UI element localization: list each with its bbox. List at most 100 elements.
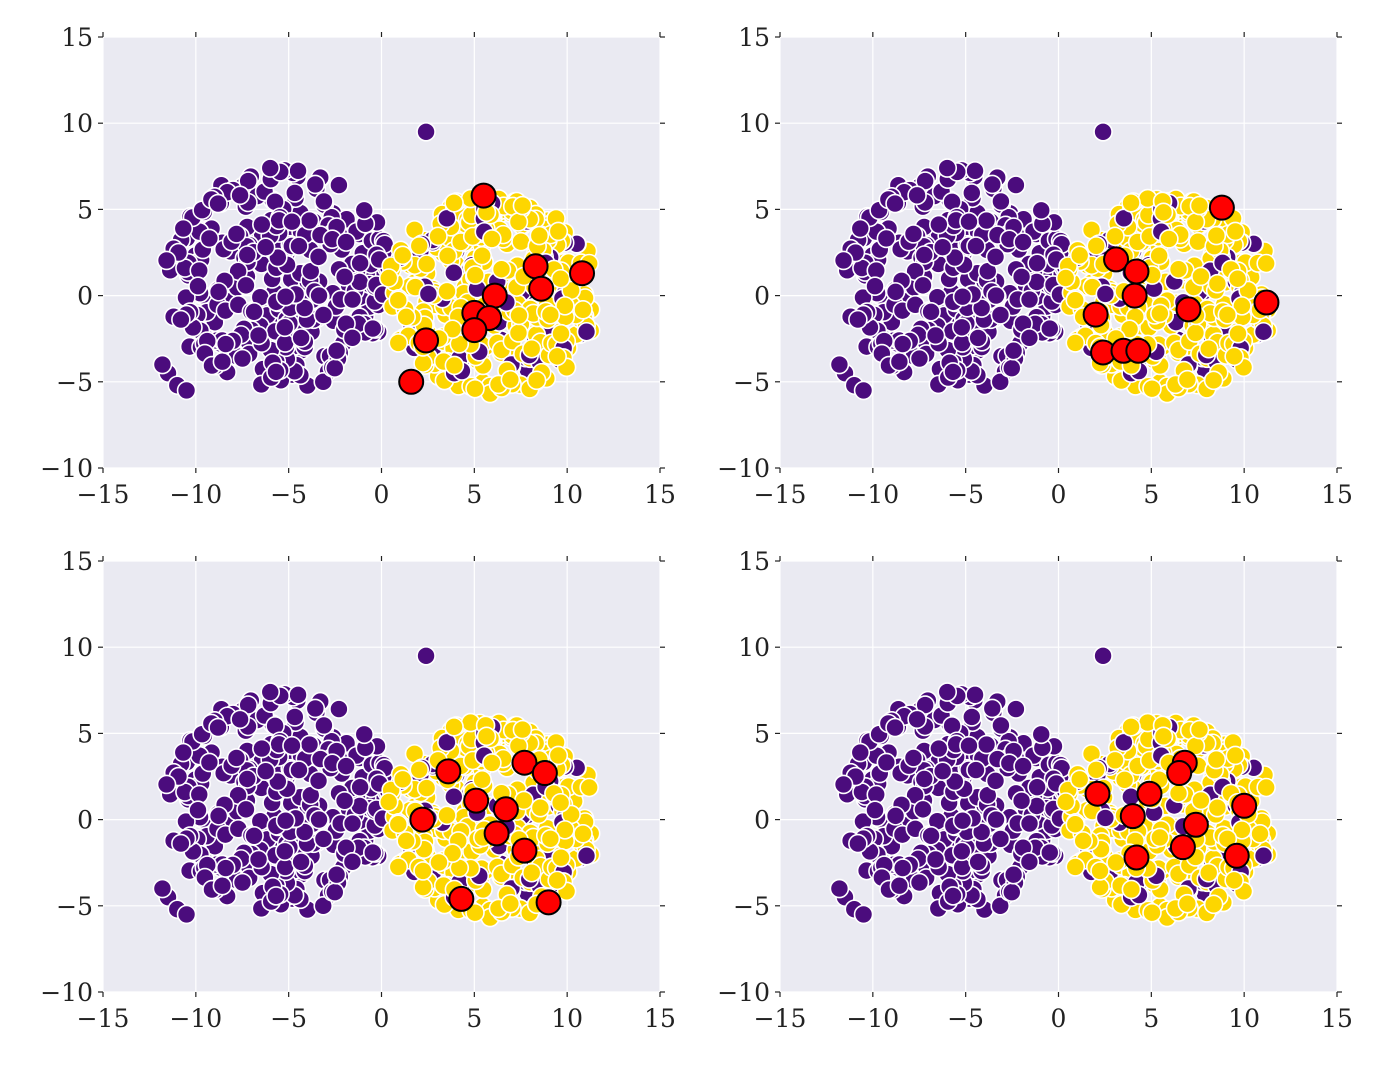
point-class-1 xyxy=(1065,333,1086,353)
point-class-0 xyxy=(291,328,311,348)
point-class-0 xyxy=(986,285,1006,306)
point-selected xyxy=(492,796,519,823)
point-class-0 xyxy=(285,707,305,727)
point-class-0 xyxy=(248,849,269,870)
point-class-0 xyxy=(291,852,311,872)
point-class-1 xyxy=(491,259,512,280)
point-class-0 xyxy=(326,340,347,361)
point-class-0 xyxy=(237,769,258,789)
point-selected xyxy=(1175,296,1202,323)
point-class-1 xyxy=(378,792,399,812)
x-tick-label: 15 xyxy=(644,480,676,509)
y-tick-label: −10 xyxy=(717,454,770,483)
point-class-1 xyxy=(416,254,437,274)
point-class-0 xyxy=(342,852,363,872)
point-class-0 xyxy=(1253,321,1274,342)
point-class-0 xyxy=(952,810,973,831)
point-selected xyxy=(1103,246,1130,273)
point-class-0 xyxy=(913,799,933,820)
point-class-0 xyxy=(275,317,295,338)
point-class-1 xyxy=(388,290,409,311)
point-class-1 xyxy=(1225,745,1246,766)
point-class-0 xyxy=(236,275,256,296)
point-class-1 xyxy=(1232,820,1252,840)
points-layer xyxy=(152,122,601,404)
y-tick-label: 10 xyxy=(738,109,770,138)
point-class-0 xyxy=(285,183,305,203)
point-selected xyxy=(569,260,596,287)
point-class-1 xyxy=(444,717,464,737)
point-class-0 xyxy=(885,806,906,826)
point-selected xyxy=(1084,780,1111,807)
y-tick-label: 10 xyxy=(61,109,93,138)
point-selected xyxy=(398,368,425,395)
point-class-0 xyxy=(829,878,850,899)
point-class-1 xyxy=(512,719,533,740)
point-class-0 xyxy=(903,748,924,768)
point-selected xyxy=(511,837,538,864)
point-class-1 xyxy=(1191,790,1211,811)
point-class-1 xyxy=(1185,323,1206,343)
point-class-1 xyxy=(550,792,571,813)
point-class-0 xyxy=(952,286,973,307)
point-class-0 xyxy=(1001,882,1022,903)
point-class-1 xyxy=(1121,879,1142,900)
point-class-1 xyxy=(378,268,399,288)
point-class-1 xyxy=(555,296,575,316)
point-class-0 xyxy=(244,302,264,322)
point-class-1 xyxy=(1121,717,1141,737)
point-class-0 xyxy=(876,752,897,773)
point-class-0 xyxy=(937,158,958,178)
point-class-0 xyxy=(1039,318,1060,339)
point-class-0 xyxy=(275,810,296,831)
point-class-0 xyxy=(1093,122,1113,142)
point-class-0 xyxy=(966,236,986,256)
point-class-0 xyxy=(1001,358,1022,379)
point-class-1 xyxy=(540,305,561,325)
point-selected xyxy=(522,253,549,280)
point-class-1 xyxy=(1225,221,1246,242)
point-class-1 xyxy=(509,305,529,326)
point-class-0 xyxy=(171,309,191,330)
x-tick-label: 0 xyxy=(374,1004,390,1033)
point-class-0 xyxy=(892,334,913,354)
point-class-0 xyxy=(833,774,854,795)
point-class-1 xyxy=(1065,814,1086,835)
point-class-0 xyxy=(152,878,173,899)
point-class-0 xyxy=(921,826,941,846)
point-class-0 xyxy=(294,822,315,842)
point-class-0 xyxy=(848,833,868,854)
point-selected xyxy=(1223,842,1250,869)
point-class-1 xyxy=(512,195,533,216)
point-class-1 xyxy=(1203,370,1224,391)
point-class-0 xyxy=(212,351,233,372)
point-class-0 xyxy=(889,351,910,372)
x-tick-label: −5 xyxy=(947,1004,984,1033)
point-class-1 xyxy=(1119,319,1140,339)
point-class-0 xyxy=(275,841,295,862)
point-class-0 xyxy=(294,298,315,318)
point-class-0 xyxy=(968,328,988,348)
point-class-1 xyxy=(1224,346,1244,367)
point-class-0 xyxy=(248,325,269,346)
point-class-1 xyxy=(1207,273,1228,294)
y-tick-label: −5 xyxy=(733,368,770,397)
point-class-0 xyxy=(889,875,910,896)
point-class-0 xyxy=(342,328,363,348)
x-tick-label: 0 xyxy=(374,480,390,509)
point-class-0 xyxy=(309,285,329,306)
point-class-1 xyxy=(551,847,571,868)
point-class-1 xyxy=(1159,229,1179,249)
x-tick-label: −5 xyxy=(947,480,984,509)
point-class-1 xyxy=(1217,305,1238,325)
point-class-1 xyxy=(529,225,550,246)
point-class-0 xyxy=(288,685,308,705)
point-class-0 xyxy=(885,193,905,214)
points-layer xyxy=(829,122,1280,404)
point-class-1 xyxy=(500,369,521,390)
point-class-0 xyxy=(1011,790,1032,811)
point-class-0 xyxy=(1027,777,1047,797)
point-selected xyxy=(483,820,510,847)
point-class-0 xyxy=(336,756,356,776)
point-class-1 xyxy=(1069,769,1090,790)
